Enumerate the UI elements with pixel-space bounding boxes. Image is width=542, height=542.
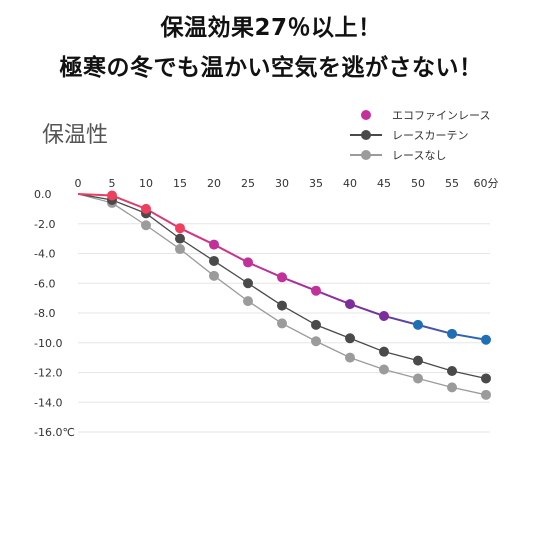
series-2-point xyxy=(345,333,355,344)
series-3-point xyxy=(209,270,219,281)
y-tick-label: -8.0 xyxy=(34,307,55,320)
x-tick-label: 25 xyxy=(241,177,255,190)
y-tick-label: -10.0 xyxy=(34,337,62,350)
series-2-point xyxy=(209,255,219,266)
series-group xyxy=(77,190,491,400)
series-1-point xyxy=(413,319,423,330)
series-2-point xyxy=(175,233,185,244)
x-tick-label: 10 xyxy=(139,177,153,190)
series-3-point xyxy=(481,389,491,400)
x-tick-label: 30 xyxy=(275,177,289,190)
y-tick-label: -12.0 xyxy=(34,367,62,380)
series-2-point xyxy=(311,319,321,330)
series-1-point xyxy=(107,190,117,201)
y-axis: 0.0 -2.0 -4.0 -6.0 -8.0 -10.0 -12.0 -14.0 -16.0℃ xyxy=(34,188,75,439)
legend-swatch-marker xyxy=(361,110,371,120)
series-2-point xyxy=(413,355,423,366)
x-tick-label: 40 xyxy=(343,177,357,190)
x-tick-label: 0 xyxy=(75,177,82,190)
series-2-point xyxy=(277,300,287,311)
series-line-1 xyxy=(77,193,487,341)
series-1-point xyxy=(243,257,253,268)
legend-label: レースカーテン xyxy=(392,129,468,142)
y-tick-label: 0.0 xyxy=(34,188,52,201)
series-1-point xyxy=(379,310,389,321)
legend-swatch-marker xyxy=(361,150,371,160)
series-2-point xyxy=(447,366,457,377)
series-3-point xyxy=(243,296,253,307)
series-3-point xyxy=(447,382,457,393)
series-3-point xyxy=(379,364,389,375)
series-1-point xyxy=(209,239,219,250)
series-2-point xyxy=(243,278,253,289)
series-line-2 xyxy=(77,193,487,380)
series-1-point xyxy=(345,299,355,310)
series-1-point xyxy=(447,328,457,339)
series-1-point xyxy=(277,272,287,283)
series-3-point xyxy=(345,352,355,363)
series-1-point xyxy=(481,334,491,345)
x-tick-label: 45 xyxy=(377,177,391,190)
x-tick-label: 60分 xyxy=(474,177,499,190)
x-tick-label: 5 xyxy=(109,177,116,190)
chart-title: 保温性 xyxy=(42,123,108,148)
series-1-point xyxy=(311,285,321,296)
headline-line-2: 極寒の冬でも温かい空気を逃がさない！ xyxy=(59,55,483,81)
legend-label: レースなし xyxy=(392,149,446,162)
series-2-point xyxy=(481,373,491,384)
series-3-point xyxy=(175,244,185,255)
y-tick-label: -14.0 xyxy=(34,396,62,409)
x-tick-label: 35 xyxy=(309,177,323,190)
series-3-point xyxy=(311,336,321,347)
series-1-point xyxy=(141,203,151,214)
headline-line-1: 保温効果27％以上！ xyxy=(160,15,382,41)
series-2-point xyxy=(379,346,389,357)
series-1-point xyxy=(175,223,185,234)
series-3-point xyxy=(277,318,287,329)
x-tick-label: 15 xyxy=(173,177,187,190)
y-tick-label: -4.0 xyxy=(34,248,55,261)
y-tick-label: -2.0 xyxy=(34,218,55,231)
series-3-point xyxy=(141,220,151,231)
y-tick-label: -6.0 xyxy=(34,277,55,290)
series-3-point xyxy=(413,373,423,384)
y-tick-label: -16.0℃ xyxy=(34,426,75,439)
x-tick-label: 20 xyxy=(207,177,221,190)
x-tick-label: 55 xyxy=(445,177,459,190)
x-axis: 0 5 10 15 20 25 30 35 40 45 50 55 60分 xyxy=(75,177,499,190)
legend-swatch-marker xyxy=(361,130,371,140)
legend-label: エコファインレース xyxy=(392,109,490,122)
grid xyxy=(78,223,490,433)
x-tick-label: 50 xyxy=(411,177,425,190)
